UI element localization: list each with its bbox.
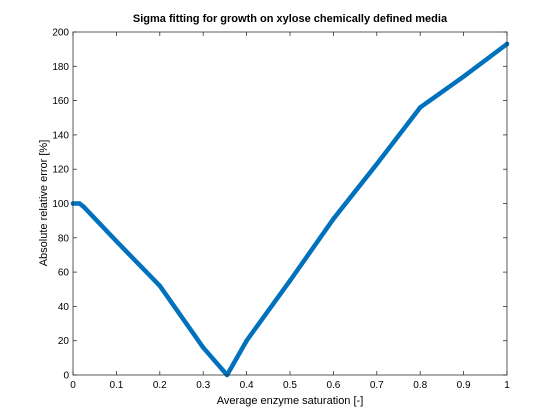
x-tick-label: 0.1 bbox=[109, 380, 123, 391]
chart-title: Sigma fitting for growth on xylose chemi… bbox=[133, 13, 448, 25]
x-axis-label: Average enzyme saturation [-] bbox=[217, 395, 364, 407]
x-tick-label: 0.9 bbox=[457, 380, 471, 391]
x-tick-label: 0.8 bbox=[413, 380, 427, 391]
y-tick-label: 40 bbox=[58, 302, 70, 313]
y-tick-label: 80 bbox=[58, 233, 70, 244]
data-point bbox=[81, 204, 87, 210]
y-axis-label: Absolute relative error [%] bbox=[38, 140, 50, 267]
data-point bbox=[157, 283, 163, 289]
series-line-0 bbox=[70, 41, 510, 378]
axis-ticks: 0 0.1 0.2 0.3 0.4 0.5 0.6 0.7 0.8 0.9 1 0 20 40 60 80 10… bbox=[52, 28, 510, 392]
x-tick-label: 1 bbox=[504, 380, 510, 391]
x-tick-label: 0.5 bbox=[283, 380, 297, 391]
series-layer bbox=[70, 41, 510, 378]
y-tick-label: 60 bbox=[58, 268, 70, 279]
y-tick-label: 200 bbox=[52, 28, 69, 39]
y-tick-label: 160 bbox=[52, 96, 69, 107]
x-tick-label: 0.4 bbox=[240, 380, 254, 391]
data-point bbox=[200, 345, 206, 350]
data-point bbox=[244, 338, 249, 343]
y-tick-label: 0 bbox=[63, 371, 69, 382]
x-tick-label: 0.2 bbox=[153, 380, 167, 391]
plot-area-frame bbox=[72, 31, 508, 376]
x-tick-label: 0 bbox=[70, 380, 76, 391]
x-tick-label: 0.6 bbox=[326, 380, 340, 391]
y-tick-label: 100 bbox=[52, 199, 69, 210]
data-point bbox=[374, 161, 380, 167]
y-tick-label: 120 bbox=[52, 165, 69, 176]
data-point bbox=[77, 201, 82, 206]
data-point bbox=[287, 278, 293, 283]
y-tick-label: 140 bbox=[52, 130, 69, 141]
y-tick-label: 20 bbox=[58, 336, 70, 347]
data-point bbox=[114, 238, 119, 244]
y-tick-label: 180 bbox=[52, 62, 69, 73]
x-tick-label: 0.3 bbox=[196, 380, 210, 391]
plot-area-background bbox=[73, 32, 507, 375]
data-point bbox=[331, 216, 336, 222]
x-tick-label: 0.7 bbox=[370, 380, 384, 391]
data-point bbox=[461, 74, 466, 79]
data-point bbox=[417, 105, 423, 110]
